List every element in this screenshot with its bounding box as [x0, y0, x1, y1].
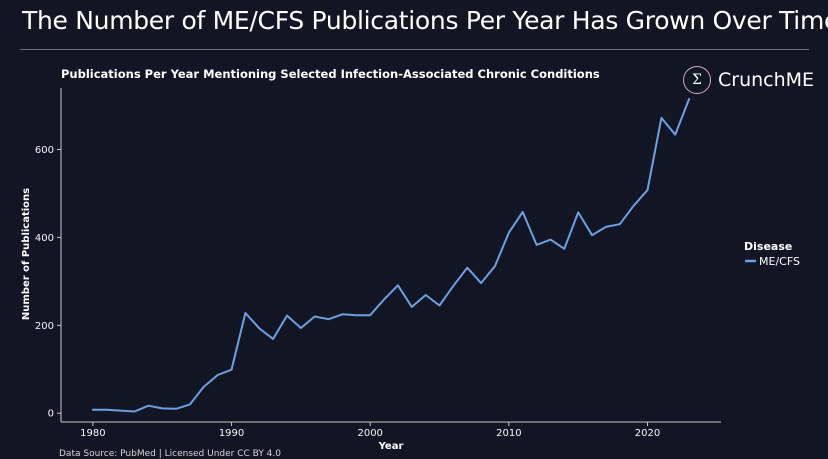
- legend-title: Disease: [744, 240, 792, 253]
- data-point[interactable]: [118, 408, 123, 413]
- data-point[interactable]: [590, 233, 595, 238]
- data-point[interactable]: [603, 224, 608, 229]
- data-point[interactable]: [340, 312, 345, 317]
- x-tick-label: 2000: [357, 428, 382, 439]
- data-point[interactable]: [534, 242, 539, 247]
- data-point[interactable]: [576, 210, 581, 215]
- page-title: The Number of ME/CFS Publications Per Ye…: [22, 6, 828, 35]
- series-line-me-cfs[interactable]: [91, 98, 691, 413]
- y-tick-label: 600: [35, 145, 54, 156]
- series-layer: [90, 97, 692, 414]
- data-point[interactable]: [673, 132, 678, 137]
- data-point[interactable]: [437, 303, 442, 308]
- y-tick-label: 0: [48, 409, 54, 420]
- y-axis-ticks: 0 200 400 600: [35, 145, 61, 420]
- data-point[interactable]: [174, 406, 179, 411]
- legend-entry-me-cfs[interactable]: ME/CFS: [759, 255, 800, 268]
- data-point[interactable]: [548, 237, 553, 242]
- x-axis-label: Year: [378, 441, 404, 452]
- data-point[interactable]: [659, 115, 664, 120]
- data-point[interactable]: [479, 281, 484, 286]
- brand-name: CrunchME: [718, 69, 815, 91]
- data-point[interactable]: [354, 313, 359, 318]
- data-point[interactable]: [104, 407, 109, 412]
- data-point[interactable]: [146, 403, 151, 408]
- y-tick-label: 200: [35, 321, 54, 332]
- x-tick-label: 1990: [219, 428, 244, 439]
- data-point[interactable]: [187, 402, 192, 407]
- data-point[interactable]: [645, 188, 650, 193]
- y-axis-label: Number of Publications: [21, 188, 32, 320]
- chart-title: Publications Per Year Mentioning Selecte…: [61, 67, 600, 81]
- data-point[interactable]: [160, 406, 165, 411]
- data-source-note: Data Source: PubMed | Licensed Under CC …: [59, 449, 281, 459]
- x-tick-label: 2010: [496, 428, 521, 439]
- data-point[interactable]: [520, 209, 525, 214]
- data-point[interactable]: [451, 283, 456, 288]
- data-point[interactable]: [243, 311, 248, 316]
- data-point[interactable]: [90, 407, 95, 412]
- x-axis-ticks: 1980 1990 2000 2010 2020: [80, 422, 660, 439]
- data-point[interactable]: [201, 384, 206, 389]
- data-point[interactable]: [617, 222, 622, 227]
- data-point[interactable]: [506, 230, 511, 235]
- data-point[interactable]: [423, 293, 428, 298]
- brand-logo: Σ CrunchME: [683, 64, 814, 96]
- data-point[interactable]: [132, 409, 137, 414]
- data-point[interactable]: [229, 367, 234, 372]
- data-point[interactable]: [326, 317, 331, 322]
- sigma-icon: Σ: [683, 66, 711, 94]
- data-point[interactable]: [409, 304, 414, 309]
- data-point[interactable]: [257, 326, 262, 331]
- data-point[interactable]: [562, 246, 567, 251]
- x-tick-label: 1980: [80, 428, 105, 439]
- data-point[interactable]: [382, 297, 387, 302]
- x-tick-label: 2020: [635, 428, 660, 439]
- data-point[interactable]: [368, 313, 373, 318]
- data-point[interactable]: [285, 313, 290, 318]
- data-point[interactable]: [465, 265, 470, 270]
- data-point[interactable]: [395, 283, 400, 288]
- data-point[interactable]: [312, 314, 317, 319]
- data-point[interactable]: [493, 264, 498, 269]
- data-point[interactable]: [631, 203, 636, 208]
- data-point[interactable]: [215, 373, 220, 378]
- y-tick-label: 400: [35, 233, 54, 244]
- data-point[interactable]: [298, 326, 303, 331]
- data-point[interactable]: [687, 97, 692, 102]
- data-point[interactable]: [271, 336, 276, 341]
- title-divider: [20, 49, 809, 50]
- legend: Disease ME/CFS: [744, 240, 800, 268]
